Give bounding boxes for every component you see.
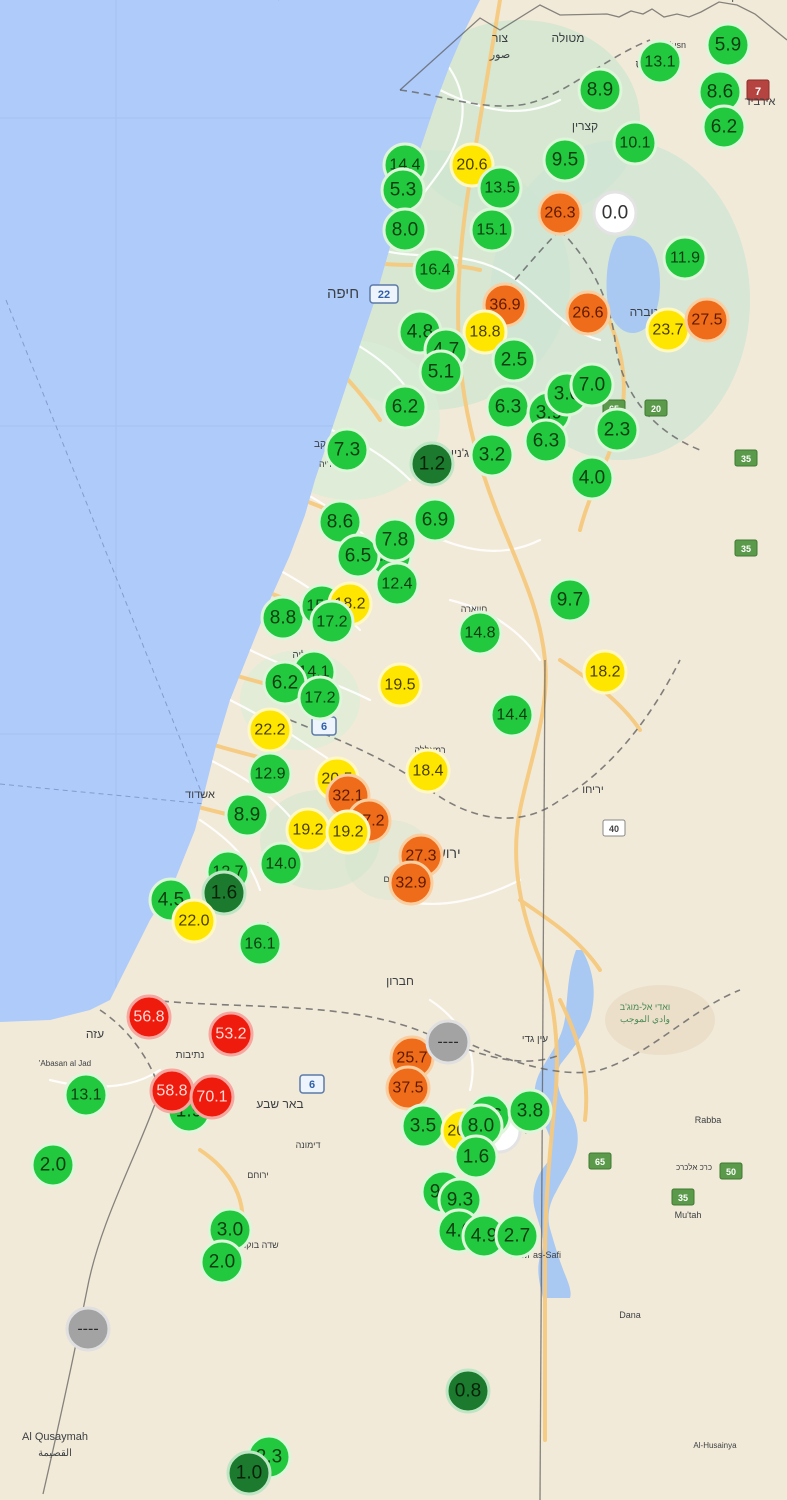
svg-text:22.0: 22.0 [178,913,209,930]
svg-text:5.3: 5.3 [390,180,416,201]
svg-text:58.8: 58.8 [156,1083,187,1100]
svg-text:2.0: 2.0 [209,1252,235,1273]
svg-text:27.5: 27.5 [691,312,722,329]
svg-text:3.2: 3.2 [479,445,505,466]
svg-text:----: ---- [437,1034,458,1051]
svg-text:36.9: 36.9 [489,297,520,314]
svg-text:2.5: 2.5 [501,350,527,371]
svg-text:8.9: 8.9 [587,80,613,101]
svg-text:6.9: 6.9 [422,510,448,531]
svg-text:8.0: 8.0 [468,1116,494,1137]
svg-text:2.3: 2.3 [604,420,630,441]
svg-text:16.4: 16.4 [419,262,450,279]
svg-text:14.8: 14.8 [464,625,495,642]
svg-text:14.0: 14.0 [265,856,296,873]
svg-text:0.0: 0.0 [602,203,628,224]
svg-text:26.6: 26.6 [572,305,603,322]
svg-text:26.3: 26.3 [544,205,575,222]
svg-text:19.5: 19.5 [384,677,415,694]
svg-text:9.7: 9.7 [557,590,583,611]
svg-text:5.1: 5.1 [428,362,454,383]
svg-text:32.9: 32.9 [395,875,426,892]
svg-text:8.8: 8.8 [270,608,296,629]
svg-text:17.2: 17.2 [304,690,335,707]
svg-text:5.9: 5.9 [715,35,741,56]
svg-text:6.3: 6.3 [495,397,521,418]
svg-text:25.7: 25.7 [396,1050,427,1067]
svg-text:11.9: 11.9 [670,250,700,267]
svg-text:3.0: 3.0 [217,1220,243,1241]
svg-text:4.0: 4.0 [579,468,605,489]
svg-text:8.9: 8.9 [234,805,260,826]
svg-text:18.2: 18.2 [589,664,620,681]
svg-text:8.0: 8.0 [392,220,418,241]
svg-text:1.2: 1.2 [419,454,445,475]
svg-text:9.3: 9.3 [447,1190,473,1211]
svg-text:8.6: 8.6 [327,512,353,533]
svg-text:1.6: 1.6 [463,1147,489,1168]
svg-text:10.1: 10.1 [619,135,650,152]
svg-text:6.3: 6.3 [533,431,559,452]
svg-text:2.0: 2.0 [40,1155,66,1176]
svg-text:22.2: 22.2 [254,722,285,739]
svg-text:----: ---- [77,1321,98,1338]
svg-text:56.8: 56.8 [133,1009,164,1026]
svg-text:53.2: 53.2 [215,1026,246,1043]
svg-text:2.7: 2.7 [504,1226,530,1247]
svg-text:13.5: 13.5 [484,180,515,197]
svg-text:18.4: 18.4 [412,763,443,780]
svg-text:6.2: 6.2 [392,397,418,418]
svg-text:6.2: 6.2 [711,117,737,138]
svg-text:7.8: 7.8 [382,530,408,551]
svg-text:12.4: 12.4 [381,576,412,593]
svg-text:17.2: 17.2 [316,614,347,631]
svg-text:3.5: 3.5 [410,1116,436,1137]
svg-text:19.2: 19.2 [332,824,363,841]
svg-text:6.2: 6.2 [272,673,298,694]
svg-text:7.0: 7.0 [579,375,605,396]
svg-text:9.5: 9.5 [552,150,578,171]
svg-text:20.6: 20.6 [456,157,487,174]
svg-text:8.6: 8.6 [707,82,733,103]
svg-text:7.3: 7.3 [334,440,360,461]
svg-text:18.8: 18.8 [469,324,500,341]
svg-text:12.9: 12.9 [254,766,285,783]
svg-text:15.1: 15.1 [476,222,507,239]
svg-text:3.8: 3.8 [517,1101,543,1122]
svg-text:37.5: 37.5 [392,1080,423,1097]
svg-text:4.9: 4.9 [471,1226,497,1247]
svg-text:13.1: 13.1 [70,1087,101,1104]
svg-text:13.1: 13.1 [644,54,675,71]
svg-text:19.2: 19.2 [292,822,323,839]
svg-text:16.1: 16.1 [244,936,275,953]
svg-text:23.7: 23.7 [652,322,683,339]
svg-text:14.4: 14.4 [496,707,527,724]
svg-text:6.5: 6.5 [345,546,371,567]
svg-text:70.1: 70.1 [196,1089,227,1106]
svg-text:1.6: 1.6 [211,883,237,904]
svg-text:1.0: 1.0 [236,1463,262,1484]
svg-text:0.8: 0.8 [455,1381,481,1402]
